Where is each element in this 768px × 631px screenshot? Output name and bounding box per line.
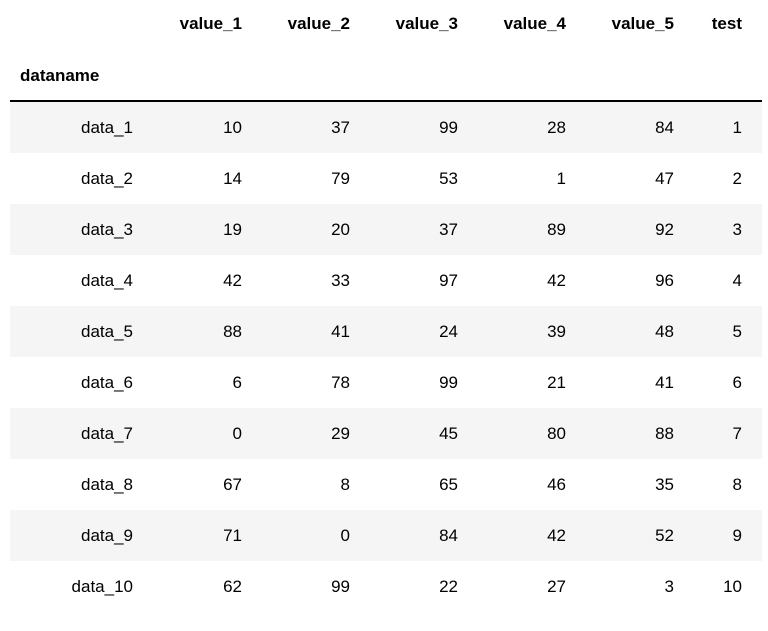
table-cell: 99 (439, 373, 458, 392)
table-cell: 2 (732, 169, 742, 188)
table-cell: 0 (232, 424, 242, 443)
table-cell: 71 (223, 526, 242, 545)
row-index-label: data_1 (81, 118, 133, 137)
column-header: test (711, 14, 742, 33)
table-row (10, 510, 762, 561)
table-cell: 4 (732, 271, 742, 290)
row-index-label: data_4 (81, 271, 133, 290)
table-cell: 96 (655, 271, 674, 290)
table-row (10, 408, 762, 459)
row-index-label: data_6 (81, 373, 133, 392)
header-divider (10, 100, 762, 102)
table-cell: 67 (223, 475, 242, 494)
table-cell: 10 (223, 118, 242, 137)
table-cell: 0 (340, 526, 350, 545)
table-cell: 8 (732, 475, 742, 494)
table-cell: 24 (439, 322, 458, 341)
table-cell: 99 (331, 577, 350, 596)
table-row (10, 102, 762, 153)
column-header: value_1 (179, 14, 242, 33)
table-cell: 35 (655, 475, 674, 494)
row-index-label: data_10 (71, 577, 133, 596)
table-row (10, 204, 762, 255)
index-name-header: dataname (20, 66, 100, 85)
table-cell: 10 (723, 577, 742, 596)
table-cell: 88 (223, 322, 242, 341)
table-cell: 9 (732, 526, 742, 545)
table-cell: 39 (547, 322, 566, 341)
table-cell: 3 (732, 220, 742, 239)
table-cell: 5 (732, 322, 742, 341)
row-index-label: data_5 (81, 322, 133, 341)
table-cell: 1 (732, 118, 742, 137)
table-cell: 8 (340, 475, 350, 494)
row-index-label: data_3 (81, 220, 133, 239)
column-header: value_3 (395, 14, 458, 33)
table-cell: 52 (655, 526, 674, 545)
table-cell: 37 (439, 220, 458, 239)
table-cell: 14 (223, 169, 242, 188)
table-cell: 65 (439, 475, 458, 494)
row-index-label: data_2 (81, 169, 133, 188)
table-cell: 27 (547, 577, 566, 596)
table-cell: 84 (439, 526, 458, 545)
table-cell: 42 (547, 271, 566, 290)
table-cell: 48 (655, 322, 674, 341)
table-cell: 97 (439, 271, 458, 290)
table-row (10, 306, 762, 357)
table-cell: 1 (556, 169, 566, 188)
table-cell: 47 (655, 169, 674, 188)
column-header: value_2 (287, 14, 350, 33)
table-cell: 29 (331, 424, 350, 443)
table-cell: 7 (732, 424, 742, 443)
table-cell: 99 (439, 118, 458, 137)
table-cell: 21 (547, 373, 566, 392)
table-cell: 19 (223, 220, 242, 239)
table-cell: 53 (439, 169, 458, 188)
row-index-label: data_8 (81, 475, 133, 494)
table-cell: 6 (732, 373, 742, 392)
table-cell: 46 (547, 475, 566, 494)
table-cell: 78 (331, 373, 350, 392)
row-index-label: data_9 (81, 526, 133, 545)
table-cell: 84 (655, 118, 674, 137)
table-cell: 41 (331, 322, 350, 341)
column-header: value_5 (611, 14, 674, 33)
row-index-label: data_7 (81, 424, 133, 443)
table-cell: 80 (547, 424, 566, 443)
table-cell: 45 (439, 424, 458, 443)
table-cell: 28 (547, 118, 566, 137)
table-cell: 89 (547, 220, 566, 239)
table-cell: 33 (331, 271, 350, 290)
table-cell: 92 (655, 220, 674, 239)
table-cell: 42 (547, 526, 566, 545)
table-cell: 42 (223, 271, 242, 290)
table-cell: 20 (331, 220, 350, 239)
column-header: value_4 (503, 14, 566, 33)
table-cell: 3 (664, 577, 674, 596)
table-cell: 62 (223, 577, 242, 596)
table-cell: 79 (331, 169, 350, 188)
table-cell: 6 (232, 373, 242, 392)
table-cell: 22 (439, 577, 458, 596)
table-cell: 88 (655, 424, 674, 443)
table-cell: 41 (655, 373, 674, 392)
table-cell: 37 (331, 118, 350, 137)
